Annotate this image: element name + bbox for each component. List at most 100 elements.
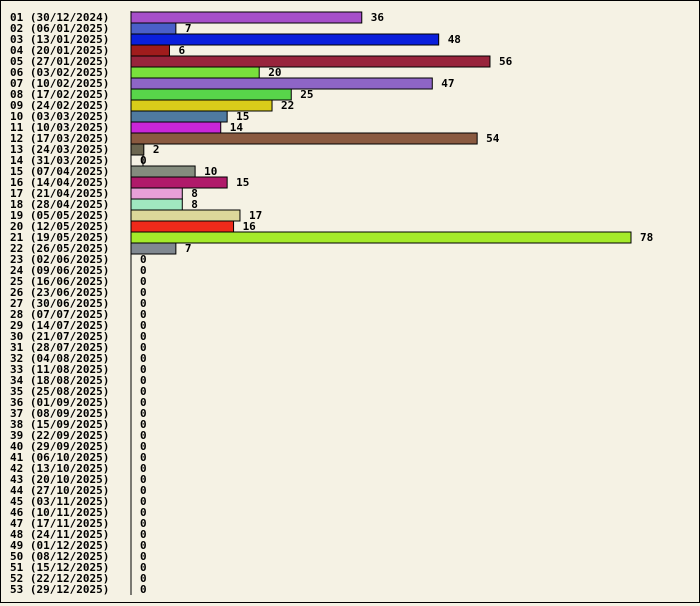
- value-label: 0: [140, 297, 147, 310]
- bar: [130, 55, 491, 68]
- value-label: 0: [140, 451, 147, 464]
- category-label: 34 (18/08/2025): [10, 374, 109, 387]
- value-label: 0: [140, 352, 147, 365]
- value-label: 0: [140, 330, 147, 343]
- category-label: 38 (15/09/2025): [10, 418, 109, 431]
- value-label: 22: [281, 99, 294, 112]
- category-label: 24 (09/06/2025): [10, 264, 109, 277]
- value-label: 0: [140, 286, 147, 299]
- category-label: 35 (25/08/2025): [10, 385, 109, 398]
- category-label: 30 (21/07/2025): [10, 330, 109, 343]
- value-label: 0: [140, 374, 147, 387]
- category-label: 07 (10/02/2025): [10, 77, 109, 90]
- value-label: 0: [140, 275, 147, 288]
- category-label: 53 (29/12/2025): [10, 583, 109, 596]
- category-label: 14 (31/03/2025): [10, 154, 109, 167]
- category-label: 02 (06/01/2025): [10, 22, 109, 35]
- category-label: 06 (03/02/2025): [10, 66, 109, 79]
- value-label: 0: [140, 583, 147, 596]
- category-label: 42 (13/10/2025): [10, 462, 109, 475]
- category-label: 03 (13/01/2025): [10, 33, 109, 46]
- value-label: 0: [140, 462, 147, 475]
- bar: [130, 165, 196, 178]
- category-label: 04 (20/01/2025): [10, 44, 109, 57]
- value-label: 48: [448, 33, 461, 46]
- category-label: 21 (19/05/2025): [10, 231, 109, 244]
- category-label: 01 (30/12/2024): [10, 11, 109, 24]
- category-label: 36 (01/09/2025): [10, 396, 109, 409]
- value-label: 8: [191, 198, 198, 211]
- category-label: 12 (17/03/2025): [10, 132, 109, 145]
- category-label: 43 (20/10/2025): [10, 473, 109, 486]
- category-label: 49 (01/12/2025): [10, 539, 109, 552]
- category-label: 19 (05/05/2025): [10, 209, 109, 222]
- value-label: 0: [140, 539, 147, 552]
- category-label: 22 (26/05/2025): [10, 242, 109, 255]
- value-label: 36: [371, 11, 385, 24]
- value-label: 0: [140, 484, 147, 497]
- category-label: 33 (11/08/2025): [10, 363, 109, 376]
- category-label: 18 (28/04/2025): [10, 198, 109, 211]
- bar: [130, 242, 177, 255]
- value-label: 47: [441, 77, 454, 90]
- category-label: 26 (23/06/2025): [10, 286, 109, 299]
- value-label: 7: [185, 22, 192, 35]
- value-label: 0: [140, 473, 147, 486]
- category-label: 16 (14/04/2025): [10, 176, 109, 189]
- value-label: 0: [140, 407, 147, 420]
- value-label: 0: [140, 154, 147, 167]
- bar: [130, 11, 363, 24]
- bar: [130, 231, 632, 244]
- category-label: 48 (24/11/2025): [10, 528, 109, 541]
- category-label: 23 (02/06/2025): [10, 253, 109, 266]
- bar: [130, 77, 433, 90]
- value-label: 0: [140, 572, 147, 585]
- value-label: 2: [153, 143, 160, 156]
- category-label: 27 (30/06/2025): [10, 297, 109, 310]
- bar: [130, 22, 177, 35]
- value-label: 0: [140, 561, 147, 574]
- bar: [130, 187, 183, 200]
- category-label: 05 (27/01/2025): [10, 55, 109, 68]
- category-label: 40 (29/09/2025): [10, 440, 109, 453]
- value-label: 0: [140, 264, 147, 277]
- value-label: 56: [499, 55, 513, 68]
- category-label: 11 (10/03/2025): [10, 121, 109, 134]
- category-label: 29 (14/07/2025): [10, 319, 109, 332]
- value-label: 0: [140, 363, 147, 376]
- bar: [130, 99, 273, 112]
- bar: [130, 176, 228, 189]
- value-label: 15: [236, 176, 249, 189]
- category-label: 41 (06/10/2025): [10, 451, 109, 464]
- value-label: 0: [140, 528, 147, 541]
- bar: [130, 209, 241, 222]
- category-label: 09 (24/02/2025): [10, 99, 109, 112]
- value-label: 0: [140, 308, 147, 321]
- value-label: 0: [140, 319, 147, 332]
- bar: [130, 198, 183, 211]
- value-label: 0: [140, 550, 147, 563]
- category-label: 31 (28/07/2025): [10, 341, 109, 354]
- bar: [130, 44, 170, 57]
- value-label: 10: [204, 165, 217, 178]
- value-label: 6: [178, 44, 185, 57]
- value-label: 0: [140, 418, 147, 431]
- category-label: 45 (03/11/2025): [10, 495, 109, 508]
- category-label: 46 (10/11/2025): [10, 506, 109, 519]
- value-label: 17: [249, 209, 262, 222]
- value-label: 14: [230, 121, 244, 134]
- category-label: 17 (21/04/2025): [10, 187, 109, 200]
- bar: [130, 66, 260, 79]
- category-label: 47 (17/11/2025): [10, 517, 109, 530]
- category-label: 50 (08/12/2025): [10, 550, 109, 563]
- value-label: 0: [140, 517, 147, 530]
- category-label: 51 (15/12/2025): [10, 561, 109, 574]
- bar: [130, 33, 440, 46]
- category-label: 20 (12/05/2025): [10, 220, 109, 233]
- value-label: 54: [486, 132, 500, 145]
- value-label: 16: [243, 220, 257, 233]
- value-label: 8: [191, 187, 198, 200]
- bar: [130, 121, 222, 134]
- value-label: 0: [140, 506, 147, 519]
- value-label: 15: [236, 110, 249, 123]
